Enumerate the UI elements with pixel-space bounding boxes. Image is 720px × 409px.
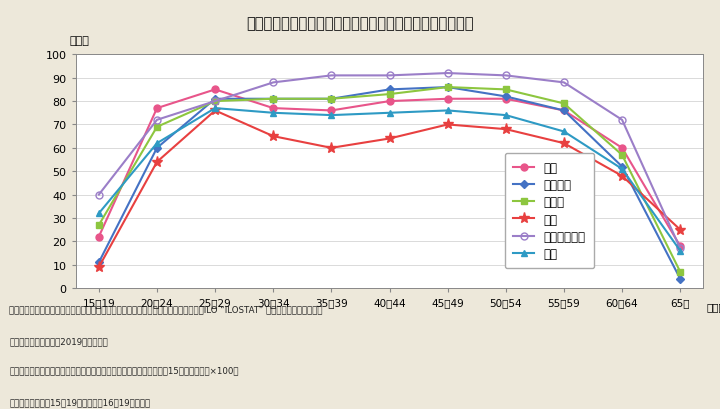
ドイツ: [444, 85, 452, 90]
米国: [501, 113, 510, 118]
日本: [153, 106, 161, 111]
スウェーデン: [618, 118, 626, 123]
日本: [618, 146, 626, 151]
韓国: [269, 135, 278, 139]
日本: [94, 235, 103, 240]
米国: [676, 249, 685, 254]
韓国: [559, 142, 568, 146]
Text: 令和元年（2019）年の値。: 令和元年（2019）年の値。: [9, 337, 108, 346]
フランス: [559, 109, 568, 114]
スウェーデン: [559, 81, 568, 85]
ドイツ: [618, 153, 626, 158]
Line: スウェーデン: スウェーデン: [95, 70, 684, 252]
フランス: [385, 88, 394, 93]
ドイツ: [676, 270, 685, 274]
スウェーデン: [211, 99, 220, 104]
米国: [153, 142, 161, 146]
ドイツ: [211, 99, 220, 104]
Line: ドイツ: ドイツ: [96, 85, 683, 275]
Line: 米国: 米国: [95, 106, 684, 254]
スウェーデン: [269, 81, 278, 85]
Text: （備考）１．日本は総務省「労働力調査（基本集計）」（令和元年），その他の国はILO “ILOSTAT” より作成。いずれの国も: （備考）１．日本は総務省「労働力調査（基本集計）」（令和元年），その他の国はIL…: [9, 304, 323, 313]
フランス: [327, 97, 336, 102]
Text: ２．労働力率は，「労働力人口（就業者＋完全失業者）」／「15歳以上人口」×100。: ２．労働力率は，「労働力人口（就業者＋完全失業者）」／「15歳以上人口」×100…: [9, 366, 239, 375]
韓国: [327, 146, 336, 151]
Text: ３．米国の15～19歳の値は，16～19歳の値。: ３．米国の15～19歳の値は，16～19歳の値。: [9, 398, 150, 406]
韓国: [94, 265, 103, 270]
スウェーデン: [153, 118, 161, 123]
フランス: [94, 260, 103, 265]
日本: [269, 106, 278, 111]
米国: [618, 167, 626, 172]
米国: [444, 109, 452, 114]
フランス: [676, 276, 685, 281]
米国: [269, 111, 278, 116]
スウェーデン: [444, 72, 452, 76]
日本: [385, 99, 394, 104]
スウェーデン: [327, 74, 336, 79]
フランス: [211, 97, 220, 102]
スウェーデン: [94, 193, 103, 198]
Text: （％）: （％）: [70, 36, 90, 46]
韓国: [676, 227, 685, 232]
日本: [501, 97, 510, 102]
Line: フランス: フランス: [96, 85, 683, 282]
米国: [559, 130, 568, 135]
日本: [559, 109, 568, 114]
韓国: [385, 137, 394, 142]
スウェーデン: [501, 74, 510, 79]
日本: [211, 88, 220, 93]
韓国: [444, 123, 452, 128]
フランス: [269, 97, 278, 102]
日本: [444, 97, 452, 102]
ドイツ: [153, 125, 161, 130]
スウェーデン: [385, 74, 394, 79]
ドイツ: [559, 102, 568, 107]
スウェーデン: [676, 246, 685, 251]
Text: Ｉ－２－４図　主要国における女性の年齢階級別労働力率: Ｉ－２－４図 主要国における女性の年齢階級別労働力率: [246, 16, 474, 31]
ドイツ: [385, 92, 394, 97]
韓国: [501, 127, 510, 132]
ドイツ: [269, 97, 278, 102]
米国: [211, 106, 220, 111]
フランス: [153, 146, 161, 151]
ドイツ: [327, 97, 336, 102]
韓国: [211, 109, 220, 114]
フランス: [444, 85, 452, 90]
Line: 日本: 日本: [95, 87, 684, 250]
フランス: [618, 165, 626, 170]
Legend: 日本, フランス, ドイツ, 韓国, スウェーデン, 米国: 日本, フランス, ドイツ, 韓国, スウェーデン, 米国: [505, 153, 594, 268]
日本: [676, 244, 685, 249]
韓国: [618, 174, 626, 179]
日本: [327, 109, 336, 114]
米国: [327, 113, 336, 118]
ドイツ: [94, 223, 103, 228]
Line: 韓国: 韓国: [94, 106, 685, 273]
韓国: [153, 160, 161, 165]
米国: [385, 111, 394, 116]
ドイツ: [501, 88, 510, 93]
米国: [94, 211, 103, 216]
Text: （歳）: （歳）: [706, 301, 720, 311]
フランス: [501, 95, 510, 100]
